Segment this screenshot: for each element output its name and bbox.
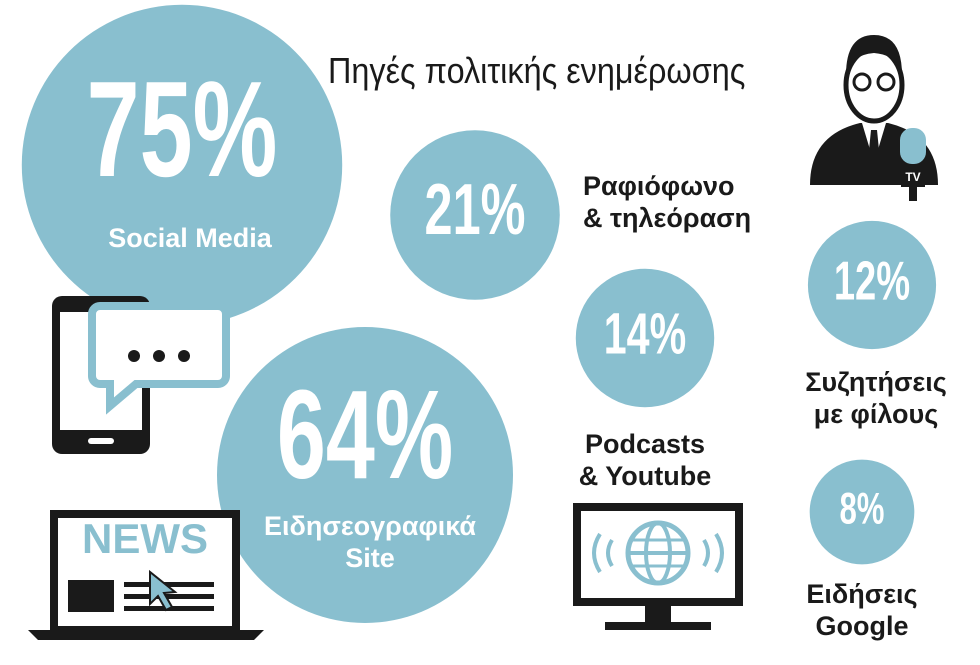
category-label: Συζητήσεις με φίλους: [805, 367, 947, 429]
news-laptop-icon: NEWS: [28, 510, 264, 640]
category-label: Ειδησεογραφικά Site: [263, 511, 477, 573]
anchor-icon: TV: [810, 35, 938, 201]
value-label: 21%: [425, 170, 526, 250]
phone-icon: [52, 296, 230, 454]
value-label: 14%: [604, 300, 686, 366]
monitor-icon: [573, 503, 743, 630]
value-label: 8%: [840, 484, 885, 534]
bubble: [575, 268, 715, 408]
svg-text:NEWS: NEWS: [82, 515, 208, 562]
category-label: Podcasts & Youtube: [578, 429, 712, 491]
category-label: Social Media: [108, 223, 272, 253]
bubble: [21, 4, 343, 326]
svg-text:TV: TV: [905, 170, 920, 184]
value-label: 75%: [87, 53, 278, 205]
bubble: [217, 327, 513, 623]
bubbles: [21, 4, 937, 623]
category-label: Ειδήσεις Google: [806, 579, 918, 641]
bubble: [807, 220, 937, 350]
bubble: [390, 130, 560, 300]
category-label: Ραφιόφωνο & τηλεόραση: [583, 171, 752, 233]
value-label: 64%: [277, 366, 453, 506]
bubble: [809, 459, 915, 565]
value-label: 12%: [834, 250, 910, 311]
chart-title: Πηγές πολιτικής ενημέρωσης: [328, 50, 746, 91]
